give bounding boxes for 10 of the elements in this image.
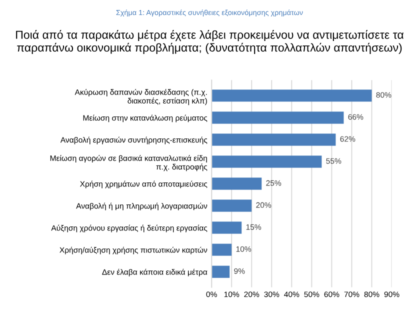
bar xyxy=(212,134,336,146)
bar xyxy=(212,244,232,256)
bar xyxy=(212,178,262,190)
bar xyxy=(212,222,242,234)
bar xyxy=(212,200,252,212)
bar xyxy=(212,90,372,102)
bar xyxy=(212,156,322,168)
bar xyxy=(212,112,344,124)
bar xyxy=(212,266,230,278)
chart-subtitle: Ποιά από τα παρακάτω μέτρα έχετε λάβει προκειμένου να αντιμετωπίσετε τα παραπάνω οικονομικά προβλήματα; (δυνατότητα πολλαπλών απαντήσεων) xyxy=(16,30,404,54)
